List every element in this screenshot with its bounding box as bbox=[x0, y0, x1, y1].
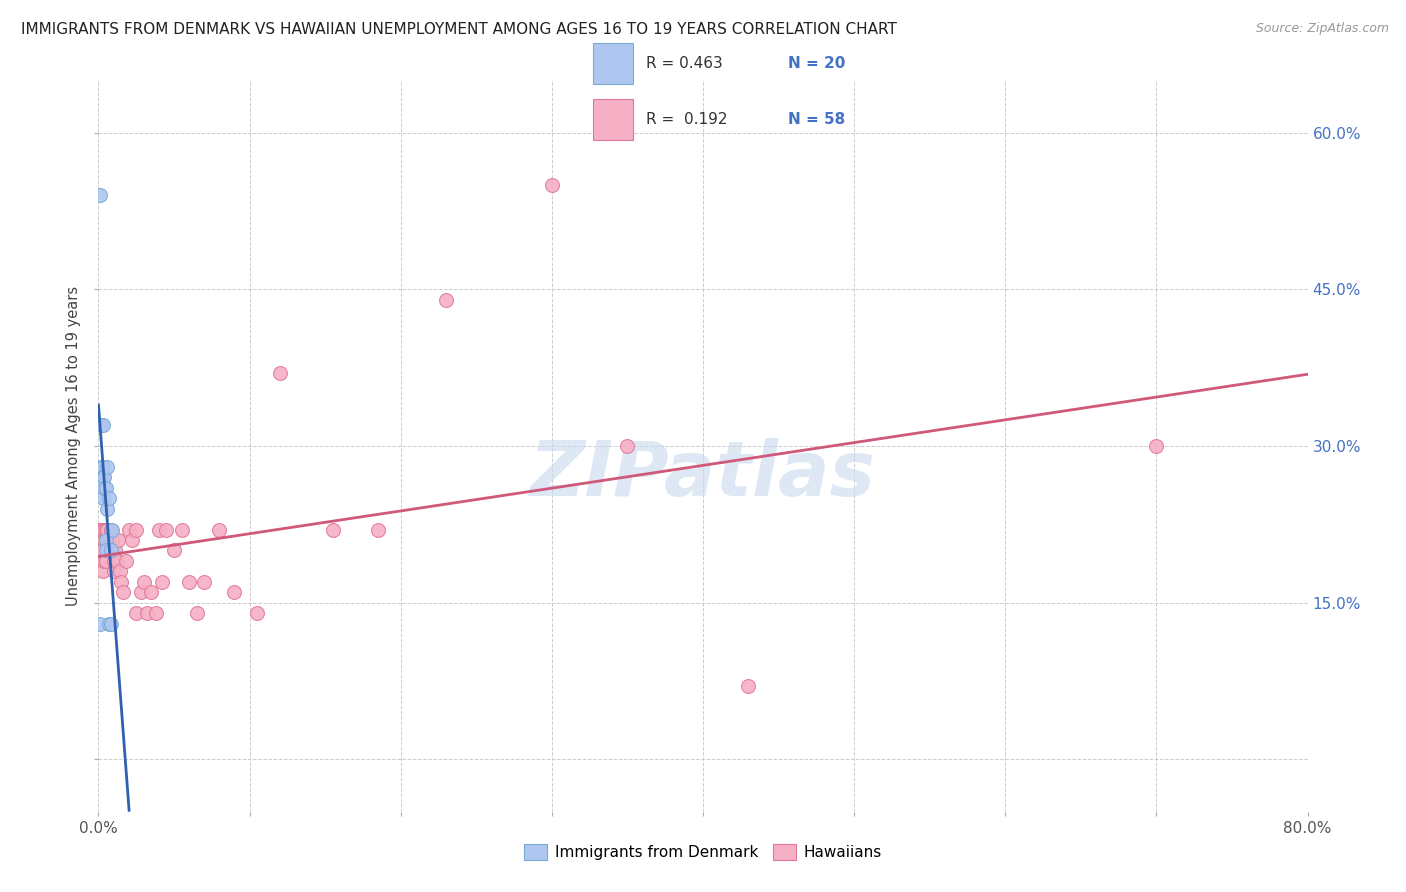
Point bbox=[89, 543, 111, 558]
Point bbox=[269, 366, 291, 380]
Point bbox=[91, 470, 114, 484]
Point bbox=[118, 523, 141, 537]
Point bbox=[91, 459, 114, 474]
Text: IMMIGRANTS FROM DENMARK VS HAWAIIAN UNEMPLOYMENT AMONG AGES 16 TO 19 YEARS CORRE: IMMIGRANTS FROM DENMARK VS HAWAIIAN UNEM… bbox=[21, 22, 897, 37]
Point bbox=[90, 523, 112, 537]
Point bbox=[93, 533, 115, 547]
Text: Source: ZipAtlas.com: Source: ZipAtlas.com bbox=[1256, 22, 1389, 36]
Point bbox=[101, 533, 124, 547]
Point bbox=[96, 543, 118, 558]
Point bbox=[145, 606, 167, 620]
Point bbox=[91, 418, 114, 433]
Point bbox=[93, 523, 115, 537]
Point bbox=[540, 178, 562, 192]
Text: ZIPatlas: ZIPatlas bbox=[530, 438, 876, 512]
Point bbox=[434, 293, 457, 307]
Point bbox=[186, 606, 208, 620]
Point bbox=[91, 491, 114, 506]
Point bbox=[100, 616, 122, 631]
Point bbox=[98, 616, 121, 631]
Point bbox=[224, 585, 246, 599]
Text: R = 0.463: R = 0.463 bbox=[647, 56, 723, 71]
Point bbox=[96, 459, 118, 474]
Point bbox=[94, 533, 117, 547]
Point bbox=[103, 554, 125, 568]
Point bbox=[367, 523, 389, 537]
Point bbox=[91, 554, 114, 568]
Point bbox=[91, 523, 114, 537]
Text: R =  0.192: R = 0.192 bbox=[647, 112, 728, 127]
Point bbox=[114, 554, 136, 568]
Point bbox=[150, 574, 173, 589]
Point bbox=[100, 543, 122, 558]
Point bbox=[104, 543, 127, 558]
Point bbox=[100, 523, 122, 537]
Point bbox=[94, 554, 117, 568]
Point bbox=[1144, 439, 1167, 453]
Point bbox=[737, 679, 759, 693]
Point bbox=[90, 459, 112, 474]
Bar bbox=[593, 99, 633, 139]
Point bbox=[125, 606, 148, 620]
Point bbox=[322, 523, 344, 537]
Point bbox=[94, 543, 117, 558]
Point bbox=[90, 543, 112, 558]
Point bbox=[101, 523, 124, 537]
Point bbox=[141, 585, 163, 599]
Point bbox=[170, 523, 193, 537]
Point bbox=[107, 533, 129, 547]
Point bbox=[94, 523, 117, 537]
Point bbox=[89, 616, 111, 631]
Point bbox=[616, 439, 638, 453]
Point bbox=[121, 533, 143, 547]
Point bbox=[98, 491, 121, 506]
Point bbox=[111, 585, 134, 599]
Point bbox=[163, 543, 186, 558]
Point bbox=[93, 470, 115, 484]
Point bbox=[105, 554, 128, 568]
Text: N = 58: N = 58 bbox=[789, 112, 845, 127]
Point bbox=[110, 574, 132, 589]
Legend: Immigrants from Denmark, Hawaiians: Immigrants from Denmark, Hawaiians bbox=[517, 838, 889, 867]
Point bbox=[125, 523, 148, 537]
Point bbox=[100, 543, 122, 558]
Point bbox=[132, 574, 155, 589]
Point bbox=[93, 481, 115, 495]
Point bbox=[108, 565, 131, 579]
Point bbox=[93, 554, 115, 568]
Point bbox=[91, 565, 114, 579]
Point bbox=[96, 501, 118, 516]
Point bbox=[193, 574, 215, 589]
Point bbox=[148, 523, 170, 537]
Point bbox=[135, 606, 157, 620]
Point bbox=[98, 533, 121, 547]
Point bbox=[90, 543, 112, 558]
Point bbox=[129, 585, 152, 599]
Bar bbox=[593, 43, 633, 84]
Point bbox=[91, 543, 114, 558]
Y-axis label: Unemployment Among Ages 16 to 19 years: Unemployment Among Ages 16 to 19 years bbox=[66, 286, 82, 606]
Point bbox=[179, 574, 201, 589]
Point bbox=[94, 533, 117, 547]
Point bbox=[103, 565, 125, 579]
Point bbox=[96, 523, 118, 537]
Point bbox=[94, 481, 117, 495]
Point bbox=[89, 188, 111, 202]
Point bbox=[89, 523, 111, 537]
Text: N = 20: N = 20 bbox=[789, 56, 846, 71]
Point bbox=[90, 418, 112, 433]
Point bbox=[246, 606, 269, 620]
Point bbox=[208, 523, 231, 537]
Point bbox=[155, 523, 177, 537]
